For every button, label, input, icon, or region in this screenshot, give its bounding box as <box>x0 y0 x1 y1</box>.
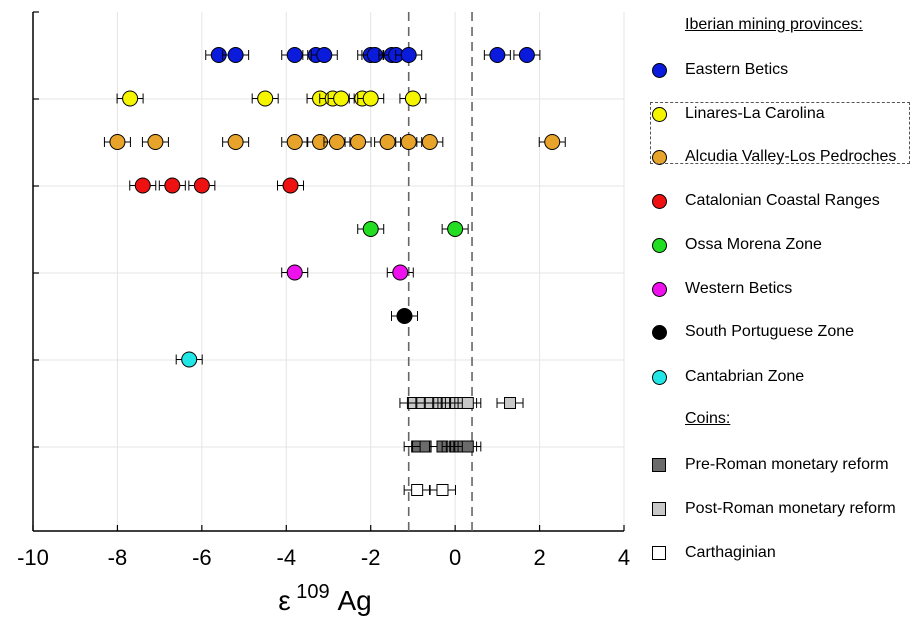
data-point <box>411 484 424 496</box>
x-tick-label: 0 <box>449 545 461 570</box>
data-point <box>504 397 517 409</box>
data-point <box>227 47 244 63</box>
legend-label: Alcudia Valley-Los Pedroches <box>685 148 897 165</box>
data-point <box>333 90 350 107</box>
data-point <box>400 47 417 63</box>
legend-marker <box>652 458 666 472</box>
legend-provinces-heading: Iberian mining provinces: <box>685 16 863 33</box>
data-point <box>164 177 181 194</box>
legend-label: Linares-La Carolina <box>685 105 825 122</box>
data-point <box>544 134 561 150</box>
data-point <box>461 397 474 409</box>
legend-marker <box>652 106 667 122</box>
data-point <box>282 177 299 194</box>
data-point <box>227 134 244 150</box>
legend-label: South Portuguese Zone <box>685 323 855 340</box>
scatter-plot: -10 -8 -6 -4 -2 0 2 4 ε 109 Ag <box>17 11 630 616</box>
legend-marker <box>652 193 667 209</box>
data-point <box>362 221 379 237</box>
data-point <box>134 177 151 194</box>
x-tick-label: 2 <box>533 545 545 570</box>
legend: Iberian mining provinces: Eastern Betics… <box>650 0 915 621</box>
data-point <box>518 47 535 63</box>
data-point <box>404 90 421 107</box>
data-point <box>193 177 210 194</box>
data-point <box>181 351 198 368</box>
data-point <box>316 47 333 63</box>
legend-label: Pre-Roman monetary reform <box>685 456 889 473</box>
legend-label: Eastern Betics <box>685 61 789 78</box>
data-point <box>461 440 474 453</box>
data-point <box>109 134 126 150</box>
legend-label: Ossa Morena Zone <box>685 236 822 253</box>
legend-label: Carthaginian <box>685 544 776 561</box>
legend-marker <box>652 62 667 78</box>
legend-marker <box>652 281 667 297</box>
x-tick-label: -2 <box>361 545 381 570</box>
data-point <box>400 134 417 150</box>
data-point <box>350 134 367 150</box>
data-point <box>257 90 274 107</box>
legend-marker <box>652 369 667 385</box>
data-point <box>421 134 438 150</box>
legend-marker <box>652 502 666 516</box>
x-axis-label: ε 109 Ag <box>278 581 371 616</box>
legend-marker <box>652 149 667 165</box>
legend-coins-heading: Coins: <box>685 410 731 427</box>
data-point <box>396 308 413 324</box>
data-point <box>286 47 303 63</box>
data-point <box>436 484 449 496</box>
data-point <box>122 90 139 107</box>
legend-label: Catalonian Coastal Ranges <box>685 192 880 209</box>
x-tick-label: -8 <box>108 545 128 570</box>
x-tick-label: -10 <box>17 545 49 570</box>
data-point <box>362 90 379 107</box>
data-point <box>392 264 409 281</box>
x-tick-label: 4 <box>618 545 630 570</box>
data-point <box>328 134 345 150</box>
x-tick-label: -4 <box>277 545 297 570</box>
data-point <box>489 47 506 63</box>
legend-marker <box>652 324 667 340</box>
data-point <box>286 264 303 281</box>
legend-label: Post-Roman monetary reform <box>685 500 896 517</box>
x-tick-label: -6 <box>192 545 212 570</box>
legend-marker <box>652 237 667 253</box>
data-point <box>447 221 464 237</box>
data-point <box>379 134 396 150</box>
data-point <box>286 134 303 150</box>
data-point <box>147 134 164 150</box>
legend-highlight-box <box>650 102 910 164</box>
legend-label: Western Betics <box>685 280 793 297</box>
legend-label: Cantabrian Zone <box>685 368 805 385</box>
legend-marker <box>652 546 666 560</box>
